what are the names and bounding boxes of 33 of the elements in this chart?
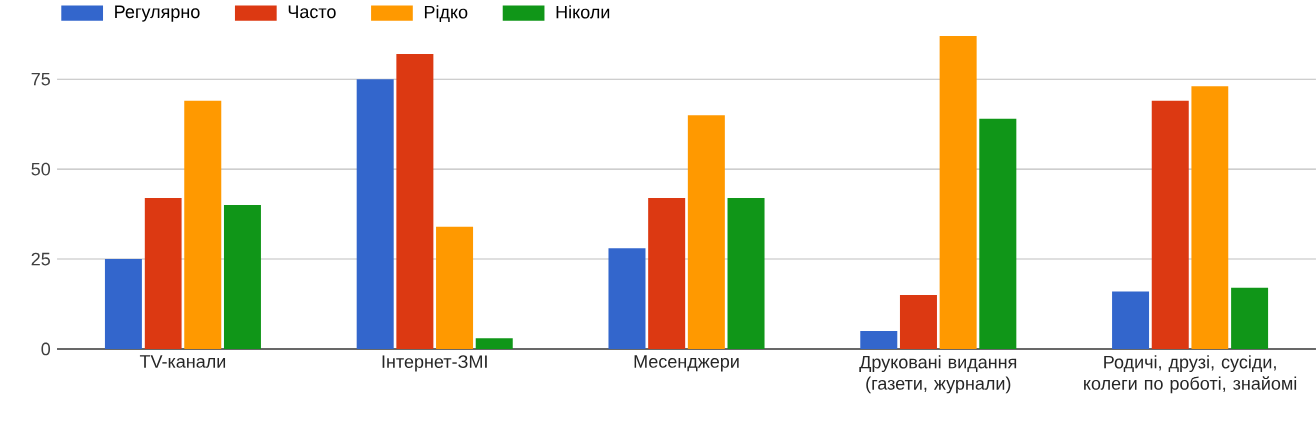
bar: [1151, 100, 1189, 349]
legend-label: Часто: [288, 5, 336, 19]
legend-label: Рідко: [424, 5, 468, 22]
x-tick-label: Родичі, друзі, сусіди, колеги по роботі, знайомі: [1084, 355, 1297, 394]
bar: [687, 115, 725, 349]
bar: [979, 118, 1017, 349]
bar: [475, 338, 513, 349]
y-tick-label: 0: [41, 342, 51, 356]
bar: [648, 197, 686, 349]
x-tick-label: Друковані видання (газети, журнали): [859, 355, 1017, 394]
x-tick-label: Інтернет-ЗМІ: [382, 355, 487, 372]
x-tick-label: TV-канали: [139, 355, 226, 368]
bar: [727, 197, 765, 349]
bar: [104, 259, 142, 349]
bar: [1231, 287, 1269, 349]
bar: [436, 226, 474, 349]
bar: [184, 100, 222, 349]
y-tick-label: 50: [31, 162, 51, 176]
bar: [860, 331, 898, 349]
bar: [356, 79, 394, 349]
bar: [1112, 291, 1150, 349]
bar: [144, 197, 182, 349]
y-tick-label: 25: [31, 252, 51, 266]
legend-label: Ніколи: [556, 5, 610, 19]
y-tick-label: 75: [31, 72, 51, 86]
legend-label: Регулярно: [115, 5, 200, 22]
x-tick-label: Месенджери: [634, 355, 739, 372]
bar: [939, 36, 977, 349]
bar: [396, 53, 434, 349]
bar: [223, 205, 261, 349]
bar: [608, 248, 646, 349]
bar: [1191, 86, 1229, 349]
bar: [899, 295, 937, 349]
